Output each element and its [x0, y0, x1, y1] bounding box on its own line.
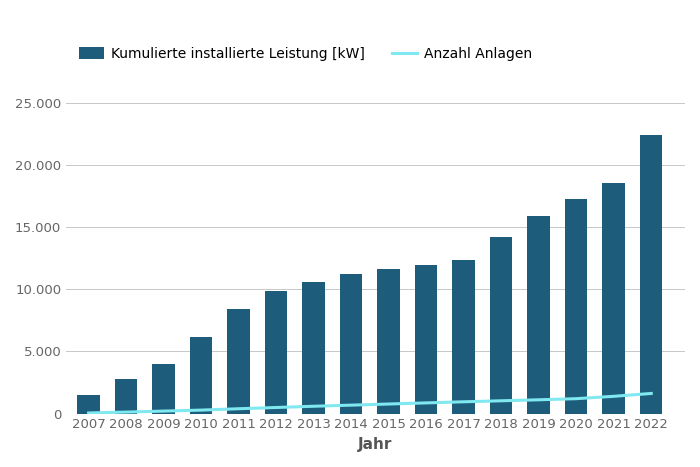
Bar — [228, 309, 250, 414]
Bar — [565, 198, 587, 414]
Bar — [452, 260, 475, 414]
Bar — [528, 216, 550, 414]
Bar — [115, 379, 137, 414]
Bar — [377, 269, 400, 414]
Bar — [302, 282, 325, 414]
Bar — [265, 290, 288, 414]
Bar — [340, 275, 363, 414]
Bar — [153, 364, 175, 414]
X-axis label: Jahr: Jahr — [358, 437, 393, 452]
Bar — [190, 337, 212, 414]
Bar — [640, 135, 662, 414]
Bar — [78, 395, 100, 414]
Bar — [415, 264, 438, 414]
Legend: Kumulierte installierte Leistung [kW], Anzahl Anlagen: Kumulierte installierte Leistung [kW], A… — [73, 42, 538, 67]
Bar — [603, 183, 625, 414]
Bar — [490, 237, 512, 414]
